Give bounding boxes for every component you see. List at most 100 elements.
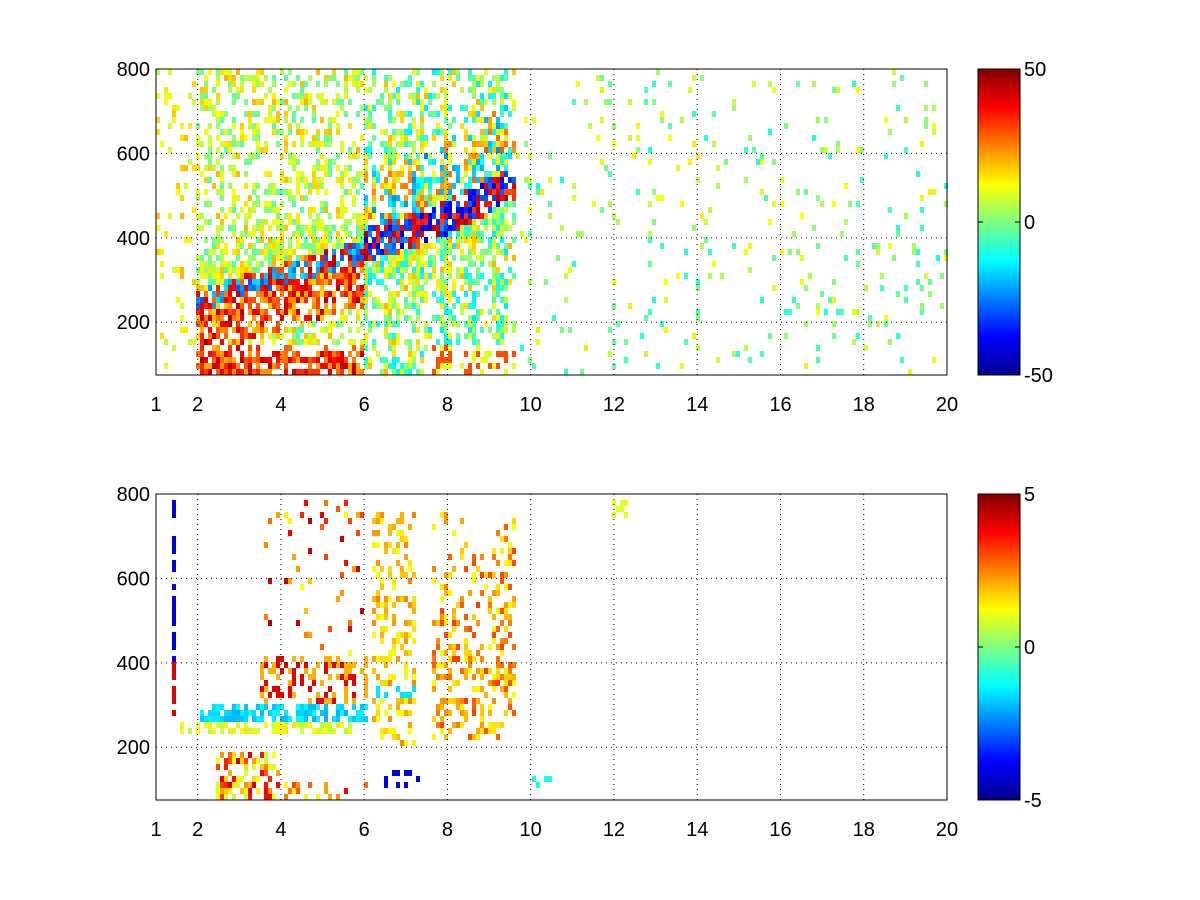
heatmap-cell	[496, 608, 500, 614]
heatmap-cell	[352, 213, 356, 219]
heatmap-cell	[340, 536, 344, 542]
heatmap-cell	[272, 261, 276, 267]
heatmap-cell	[464, 321, 468, 327]
heatmap-cell	[348, 297, 352, 303]
heatmap-cell	[280, 728, 284, 734]
heatmap-cell	[476, 225, 480, 231]
heatmap-cell	[500, 321, 504, 327]
heatmap-cell	[352, 680, 356, 686]
heatmap-cell	[404, 135, 408, 141]
heatmap-cell	[236, 141, 240, 147]
heatmap-cell	[512, 219, 516, 225]
heatmap-cell	[816, 345, 820, 351]
heatmap-cell	[204, 363, 208, 369]
heatmap-cell	[372, 213, 376, 219]
heatmap-cell	[440, 662, 444, 668]
heatmap-cell	[592, 201, 596, 207]
heatmap-cell	[484, 321, 488, 327]
heatmap-cell	[376, 716, 380, 722]
heatmap-cell	[448, 243, 452, 249]
heatmap-cell	[408, 75, 412, 81]
heatmap-cell	[324, 710, 328, 716]
heatmap-cell	[472, 135, 476, 141]
heatmap-cell	[480, 590, 484, 596]
heatmap-cell	[408, 219, 412, 225]
heatmap-cell	[496, 213, 500, 219]
heatmap-cell	[344, 680, 348, 686]
heatmap-cell	[484, 117, 488, 123]
heatmap-cell	[408, 524, 412, 530]
heatmap-cell	[300, 710, 304, 716]
heatmap-cell	[352, 273, 356, 279]
heatmap-cell	[500, 249, 504, 255]
heatmap-cell	[464, 135, 468, 141]
heatmap-cell	[468, 363, 472, 369]
heatmap-cell	[484, 171, 488, 177]
heatmap-cell	[852, 81, 856, 87]
heatmap-cell	[248, 710, 252, 716]
heatmap-cell	[288, 686, 292, 692]
heatmap-cell	[204, 285, 208, 291]
heatmap-cell	[432, 656, 436, 662]
heatmap-cell	[376, 171, 380, 177]
heatmap-cell	[376, 321, 380, 327]
heatmap-cell	[292, 201, 296, 207]
heatmap-cell	[652, 219, 656, 225]
heatmap-cell	[600, 207, 604, 213]
heatmap-cell	[320, 273, 324, 279]
heatmap-cell	[304, 273, 308, 279]
heatmap-cell	[888, 243, 892, 249]
heatmap-cell	[448, 572, 452, 578]
heatmap-cell	[412, 608, 416, 614]
heatmap-cell	[216, 788, 220, 794]
heatmap-cell	[496, 273, 500, 279]
heatmap-cell	[464, 668, 468, 674]
heatmap-cell	[472, 189, 476, 195]
heatmap-cell	[272, 303, 276, 309]
heatmap-cell	[368, 87, 372, 93]
heatmap-cell	[652, 189, 656, 195]
heatmap-cell	[504, 225, 508, 231]
heatmap-cell	[316, 279, 320, 285]
heatmap-cell	[220, 351, 224, 357]
heatmap-cell	[436, 285, 440, 291]
heatmap-cell	[260, 710, 264, 716]
heatmap-cell	[264, 279, 268, 285]
heatmap-cell	[480, 237, 484, 243]
heatmap-cell	[316, 794, 320, 800]
heatmap-cell	[320, 351, 324, 357]
heatmap-cell	[500, 536, 504, 542]
heatmap-cell	[244, 758, 248, 764]
heatmap-cell	[256, 201, 260, 207]
heatmap-cell	[268, 285, 272, 291]
heatmap-cell	[196, 69, 200, 75]
heatmap-cell	[500, 237, 504, 243]
heatmap-cell	[316, 692, 320, 698]
heatmap-cell	[364, 279, 368, 285]
heatmap-cell	[436, 177, 440, 183]
heatmap-cell	[372, 273, 376, 279]
heatmap-cell	[772, 255, 776, 261]
heatmap-cell	[384, 183, 388, 189]
heatmap-cell	[452, 656, 456, 662]
heatmap-cell	[312, 321, 316, 327]
heatmap-cell	[444, 345, 448, 351]
heatmap-cell	[340, 722, 344, 728]
heatmap-cell	[284, 512, 288, 518]
heatmap-cell	[356, 285, 360, 291]
heatmap-cell	[492, 195, 496, 201]
heatmap-cell	[512, 105, 516, 111]
heatmap-cell	[320, 363, 324, 369]
heatmap-cell	[248, 728, 252, 734]
heatmap-cell	[288, 285, 292, 291]
heatmap-cell	[452, 69, 456, 75]
heatmap-cell	[356, 189, 360, 195]
heatmap-cell	[288, 243, 292, 249]
heatmap-cell	[400, 512, 404, 518]
heatmap-cell	[504, 572, 508, 578]
heatmap-cell	[480, 309, 484, 315]
heatmap-cell	[248, 273, 252, 279]
heatmap-cell	[236, 243, 240, 249]
heatmap-cell	[424, 213, 428, 219]
heatmap-cell	[316, 297, 320, 303]
